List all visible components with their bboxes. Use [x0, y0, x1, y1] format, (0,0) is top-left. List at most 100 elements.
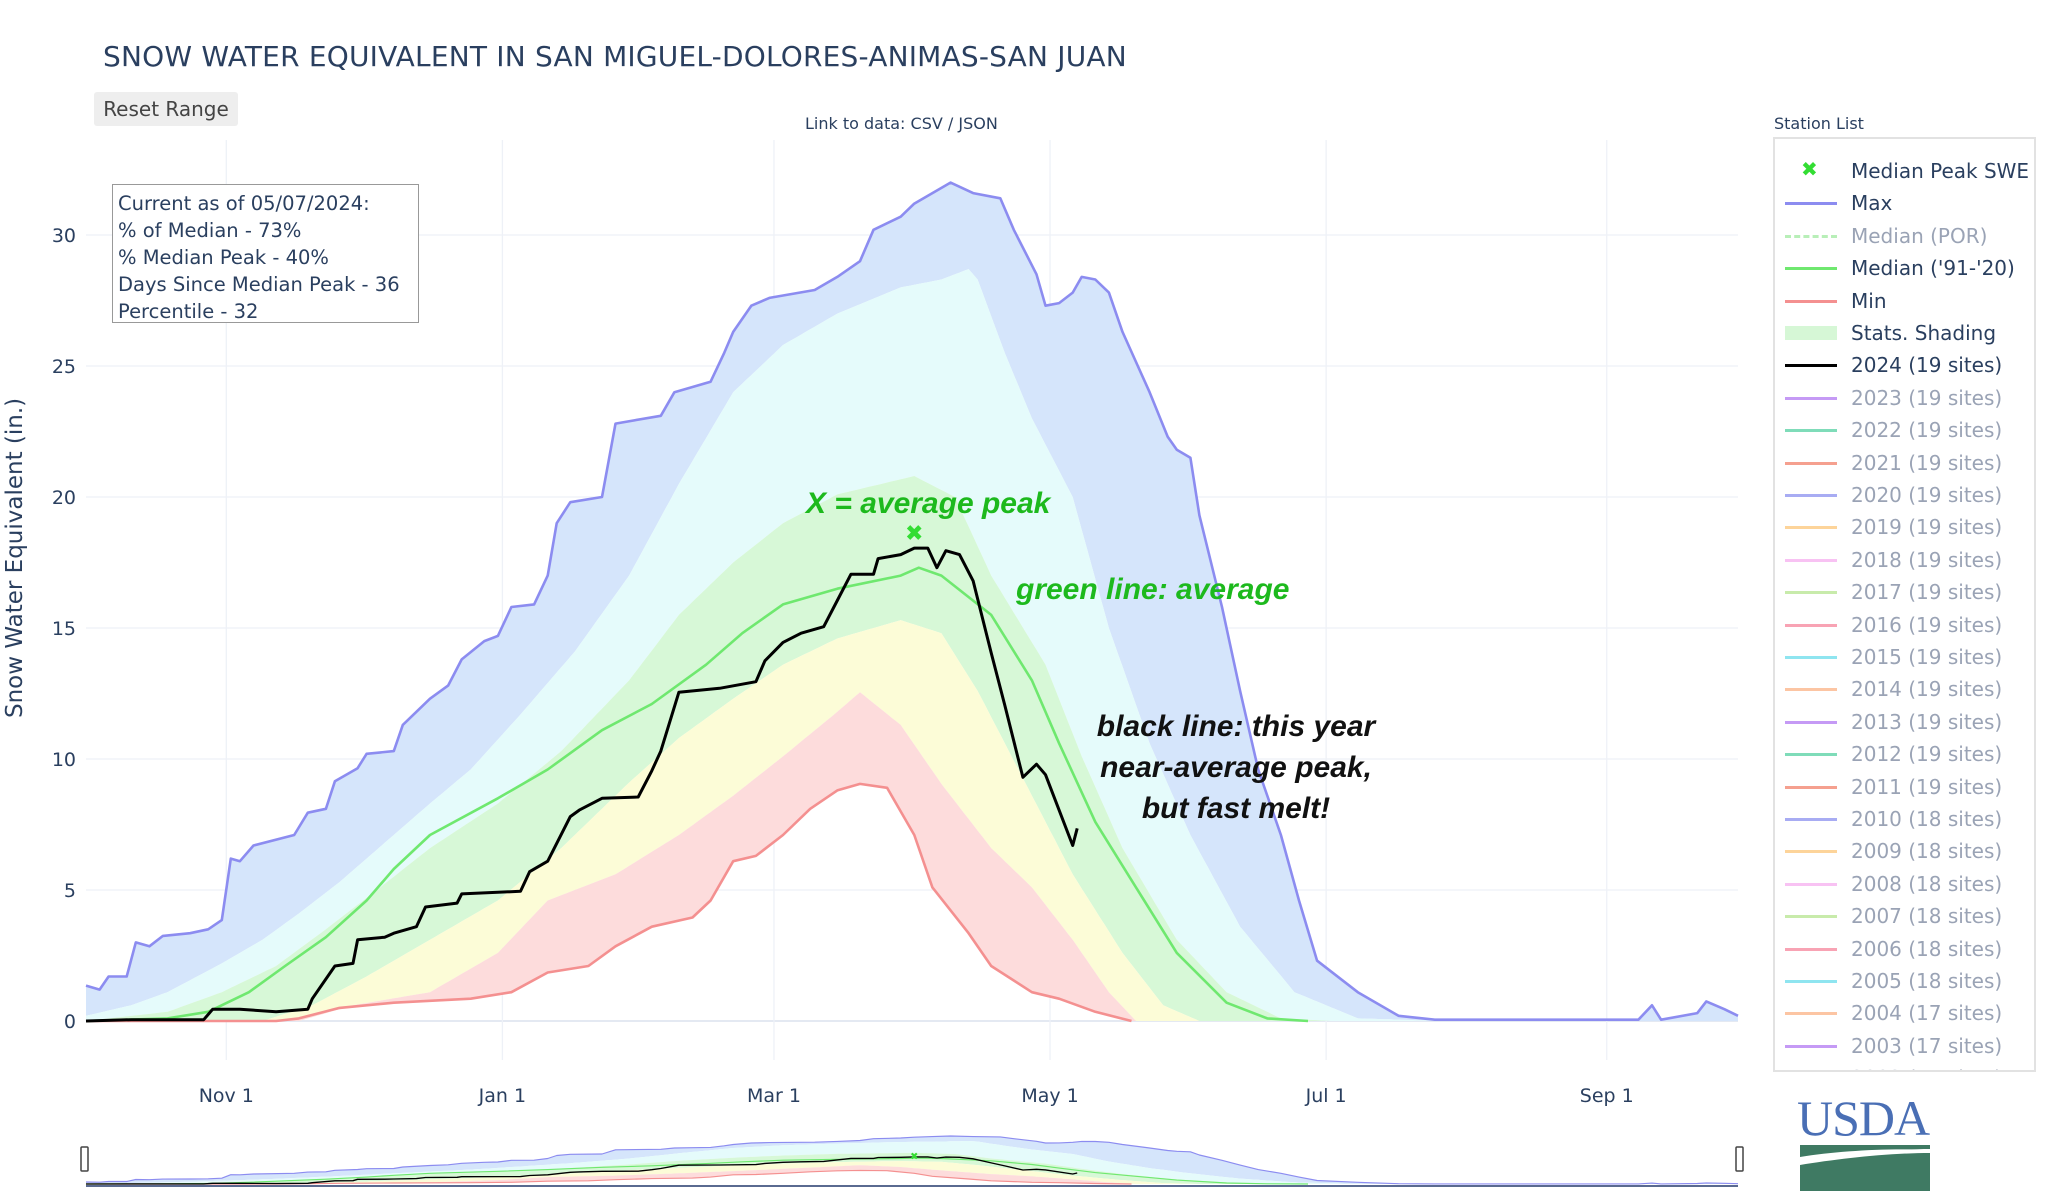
line-swatch-icon — [1785, 582, 1837, 602]
legend-label: 2007 (18 sites) — [1851, 904, 2003, 929]
line-swatch-icon — [1785, 874, 1837, 894]
line-swatch-icon — [1785, 550, 1837, 570]
legend-item[interactable]: 2002 (17 sites) — [1775, 1062, 2034, 1070]
legend-item[interactable]: 2006 (18 sites) — [1775, 933, 2034, 965]
rangeslider-median-line — [85, 1157, 1309, 1185]
legend-label: 2010 (18 sites) — [1851, 807, 2003, 831]
info-days-since-peak: Days Since Median Peak - 36 — [118, 273, 400, 296]
legend-label: 2008 (18 sites) — [1851, 871, 2003, 896]
y-tick-label: 5 — [64, 880, 76, 902]
y-tick-label: 30 — [52, 225, 76, 247]
line-swatch-icon — [1785, 355, 1837, 375]
x-marker-icon: ✖ — [1801, 157, 1818, 181]
legend-item[interactable]: 2019 (19 sites) — [1775, 511, 2034, 543]
legend-item[interactable]: 2009 (18 sites) — [1775, 835, 2034, 867]
legend-label: 2009 (18 sites) — [1851, 839, 2003, 864]
y-tick-label: 20 — [52, 487, 76, 509]
band-p70-p30 — [86, 476, 1738, 1021]
legend-item[interactable]: ✖ Median Peak SWE — [1775, 155, 2034, 187]
legend-label: 2012 (19 sites) — [1851, 742, 2003, 767]
line-swatch-icon — [1785, 906, 1837, 926]
legend-item[interactable]: 2014 (19 sites) — [1775, 673, 2034, 705]
legend-label: 2016 (19 sites) — [1851, 612, 2003, 637]
legend-item[interactable]: 2010 (18 sites) — [1775, 803, 2034, 835]
x-tick-label: May 1 — [1021, 1085, 1078, 1107]
x-tick-label: Jul 1 — [1305, 1085, 1347, 1107]
legend-item[interactable]: 2023 (19 sites) — [1775, 382, 2034, 414]
legend-item[interactable]: 2017 (19 sites) — [1775, 576, 2034, 608]
legend-label: Min — [1851, 288, 1887, 313]
legend-label: 2020 (19 sites) — [1851, 483, 2003, 507]
rangeslider-current-year-line — [85, 1156, 1078, 1185]
legend-item[interactable]: 2022 (19 sites) — [1775, 414, 2034, 446]
legend-item[interactable]: Median ('91-'20) — [1775, 252, 2034, 284]
line-swatch-icon — [1785, 1068, 1837, 1070]
legend-label: 2003 (17 sites) — [1851, 1033, 2003, 1058]
legend-label: 2021 (19 sites) — [1851, 450, 2003, 475]
legend-item[interactable]: 2018 (19 sites) — [1775, 544, 2034, 576]
annotation-average-peak: X = average peak — [806, 487, 1051, 520]
legend-label: 2024 (19 sites) — [1851, 353, 2003, 378]
y-tick-label: 10 — [52, 749, 76, 771]
legend-item[interactable]: 2003 (17 sites) — [1775, 1030, 2034, 1062]
legend-label: 2002 (17 sites) — [1851, 1066, 2002, 1070]
legend-item[interactable]: 2024 (19 sites) — [1775, 349, 2034, 381]
line-swatch-icon — [1785, 744, 1837, 764]
y-tick-label: 0 — [64, 1011, 76, 1033]
info-percentile: Percentile - 32 — [118, 300, 259, 323]
csv-link[interactable]: CSV — [910, 114, 943, 133]
legend: ✖ Median Peak SWE Max Median (POR) Median ('… — [1773, 137, 2036, 1072]
legend-item[interactable]: 2004 (17 sites) — [1775, 997, 2034, 1029]
usda-logo: USDA — [1797, 1090, 1931, 1191]
legend-item[interactable]: 2005 (18 sites) — [1775, 965, 2034, 997]
usda-logo-text: USDA — [1797, 1090, 1930, 1146]
y-tick-label: 15 — [52, 618, 76, 640]
rangeslider-handle-left[interactable] — [80, 1146, 89, 1172]
legend-item[interactable]: 2007 (18 sites) — [1775, 900, 2034, 932]
line-swatch-icon — [1785, 1003, 1837, 1023]
current-stats-box: Current as of 05/07/2024: % of Median - … — [112, 184, 419, 323]
legend-item[interactable]: Stats. Shading — [1775, 317, 2034, 349]
rangeslider-band-p10-min — [86, 1165, 1738, 1184]
rangeslider-max-line — [85, 1135, 1739, 1185]
line-swatch-icon — [1785, 517, 1837, 537]
line-swatch-icon — [1785, 939, 1837, 959]
legend-label: Median Peak SWE — [1851, 159, 2030, 183]
legend-label: 2014 (19 sites) — [1851, 677, 2003, 702]
legend-label: 2006 (18 sites) — [1851, 936, 2003, 961]
legend-item[interactable]: 2012 (19 sites) — [1775, 738, 2034, 770]
legend-item[interactable]: 2016 (19 sites) — [1775, 609, 2034, 641]
rangeslider-band-p90-p70 — [86, 1141, 1738, 1184]
station-list-title: Station List — [1774, 114, 1864, 133]
rangeslider-handle-right[interactable] — [1735, 1146, 1744, 1172]
legend-item[interactable]: Min — [1775, 285, 2034, 317]
legend-item[interactable]: 2008 (18 sites) — [1775, 868, 2034, 900]
annotation-green-line: green line: average — [1016, 573, 1290, 606]
legend-item[interactable]: 2020 (19 sites) — [1775, 479, 2034, 511]
median-line — [85, 566, 1309, 1023]
line-swatch-icon — [1785, 291, 1837, 311]
rangeslider-median-peak-marker: ✖ — [910, 1151, 918, 1162]
line-swatch-icon — [1785, 777, 1837, 797]
legend-item[interactable]: 2011 (19 sites) — [1775, 771, 2034, 803]
data-links: Link to data: CSV / JSON — [805, 114, 998, 133]
line-swatch-icon — [1785, 453, 1837, 473]
min-line — [86, 782, 1132, 1023]
legend-item[interactable]: 2021 (19 sites) — [1775, 447, 2034, 479]
legend-label: 2011 (19 sites) — [1851, 774, 2003, 799]
legend-label: 2004 (17 sites) — [1851, 1001, 2003, 1026]
x-tick-label: Mar 1 — [747, 1085, 801, 1107]
x-tick-label: Jan 1 — [478, 1085, 526, 1107]
legend-item[interactable]: Median (POR) — [1775, 220, 2034, 252]
legend-label: 2013 (19 sites) — [1851, 709, 2003, 734]
legend-item[interactable]: Max — [1775, 187, 2034, 219]
reset-range-button[interactable]: Reset Range — [94, 92, 238, 126]
legend-item[interactable]: 2015 (19 sites) — [1775, 641, 2034, 673]
line-swatch-icon — [1785, 679, 1837, 699]
chart-title: SNOW WATER EQUIVALENT IN SAN MIGUEL-DOLO… — [103, 40, 1127, 73]
current-year-line — [85, 546, 1079, 1023]
legend-item[interactable]: 2013 (19 sites) — [1775, 706, 2034, 738]
json-link[interactable]: JSON — [958, 114, 998, 133]
y-axis-title: Snow Water Equivalent (in.) — [2, 397, 28, 718]
line-swatch-icon — [1785, 647, 1837, 667]
